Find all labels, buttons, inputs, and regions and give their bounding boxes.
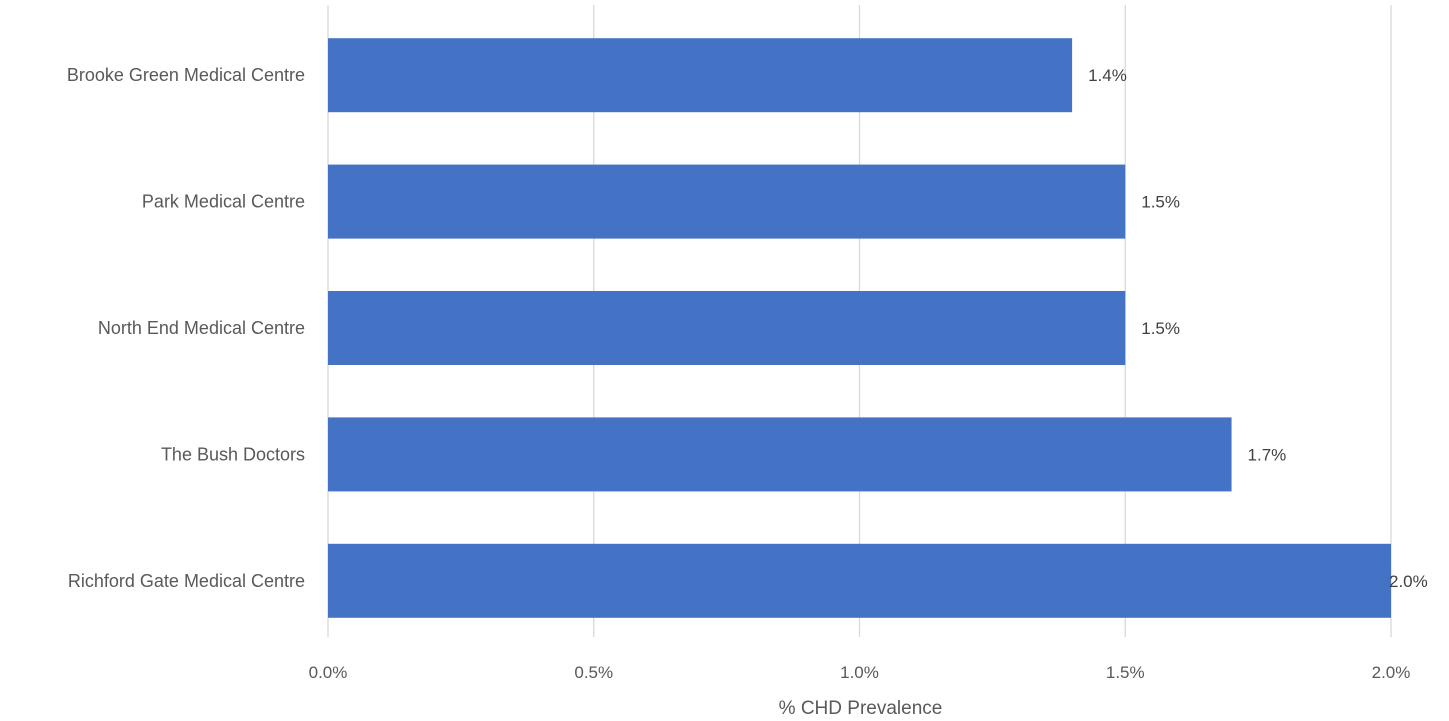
data-label: 1.5%	[1141, 193, 1180, 212]
x-axis-title: % CHD Prevalence	[779, 698, 943, 719]
data-label: 1.7%	[1248, 445, 1287, 464]
category-labels: Brooke Green Medical Centre Park Medical …	[67, 65, 305, 591]
x-tick-label: 1.5%	[1106, 663, 1145, 682]
data-label: 2.0%	[1389, 572, 1428, 591]
x-tick-label: 1.0%	[840, 663, 879, 682]
x-tick-label: 0.5%	[574, 663, 613, 682]
category-label: Park Medical Centre	[142, 192, 305, 212]
bar	[328, 417, 1232, 492]
x-tick-label: 2.0%	[1372, 663, 1411, 682]
bar	[328, 164, 1126, 239]
data-labels: 1.4% 1.5% 1.5% 1.7% 2.0%	[1088, 66, 1428, 591]
data-label: 1.5%	[1141, 319, 1180, 338]
category-label: Richford Gate Medical Centre	[68, 571, 305, 591]
category-label: The Bush Doctors	[161, 444, 305, 464]
category-label: North End Medical Centre	[98, 318, 305, 338]
category-label: Brooke Green Medical Centre	[67, 65, 305, 85]
x-tick-label: 0.0%	[309, 663, 348, 682]
bar	[328, 543, 1391, 618]
bars	[328, 38, 1391, 618]
x-tick-labels: 0.0% 0.5% 1.0% 1.5% 2.0%	[309, 663, 1411, 682]
bar	[328, 291, 1126, 365]
bar	[328, 38, 1073, 113]
data-label: 1.4%	[1088, 66, 1127, 85]
